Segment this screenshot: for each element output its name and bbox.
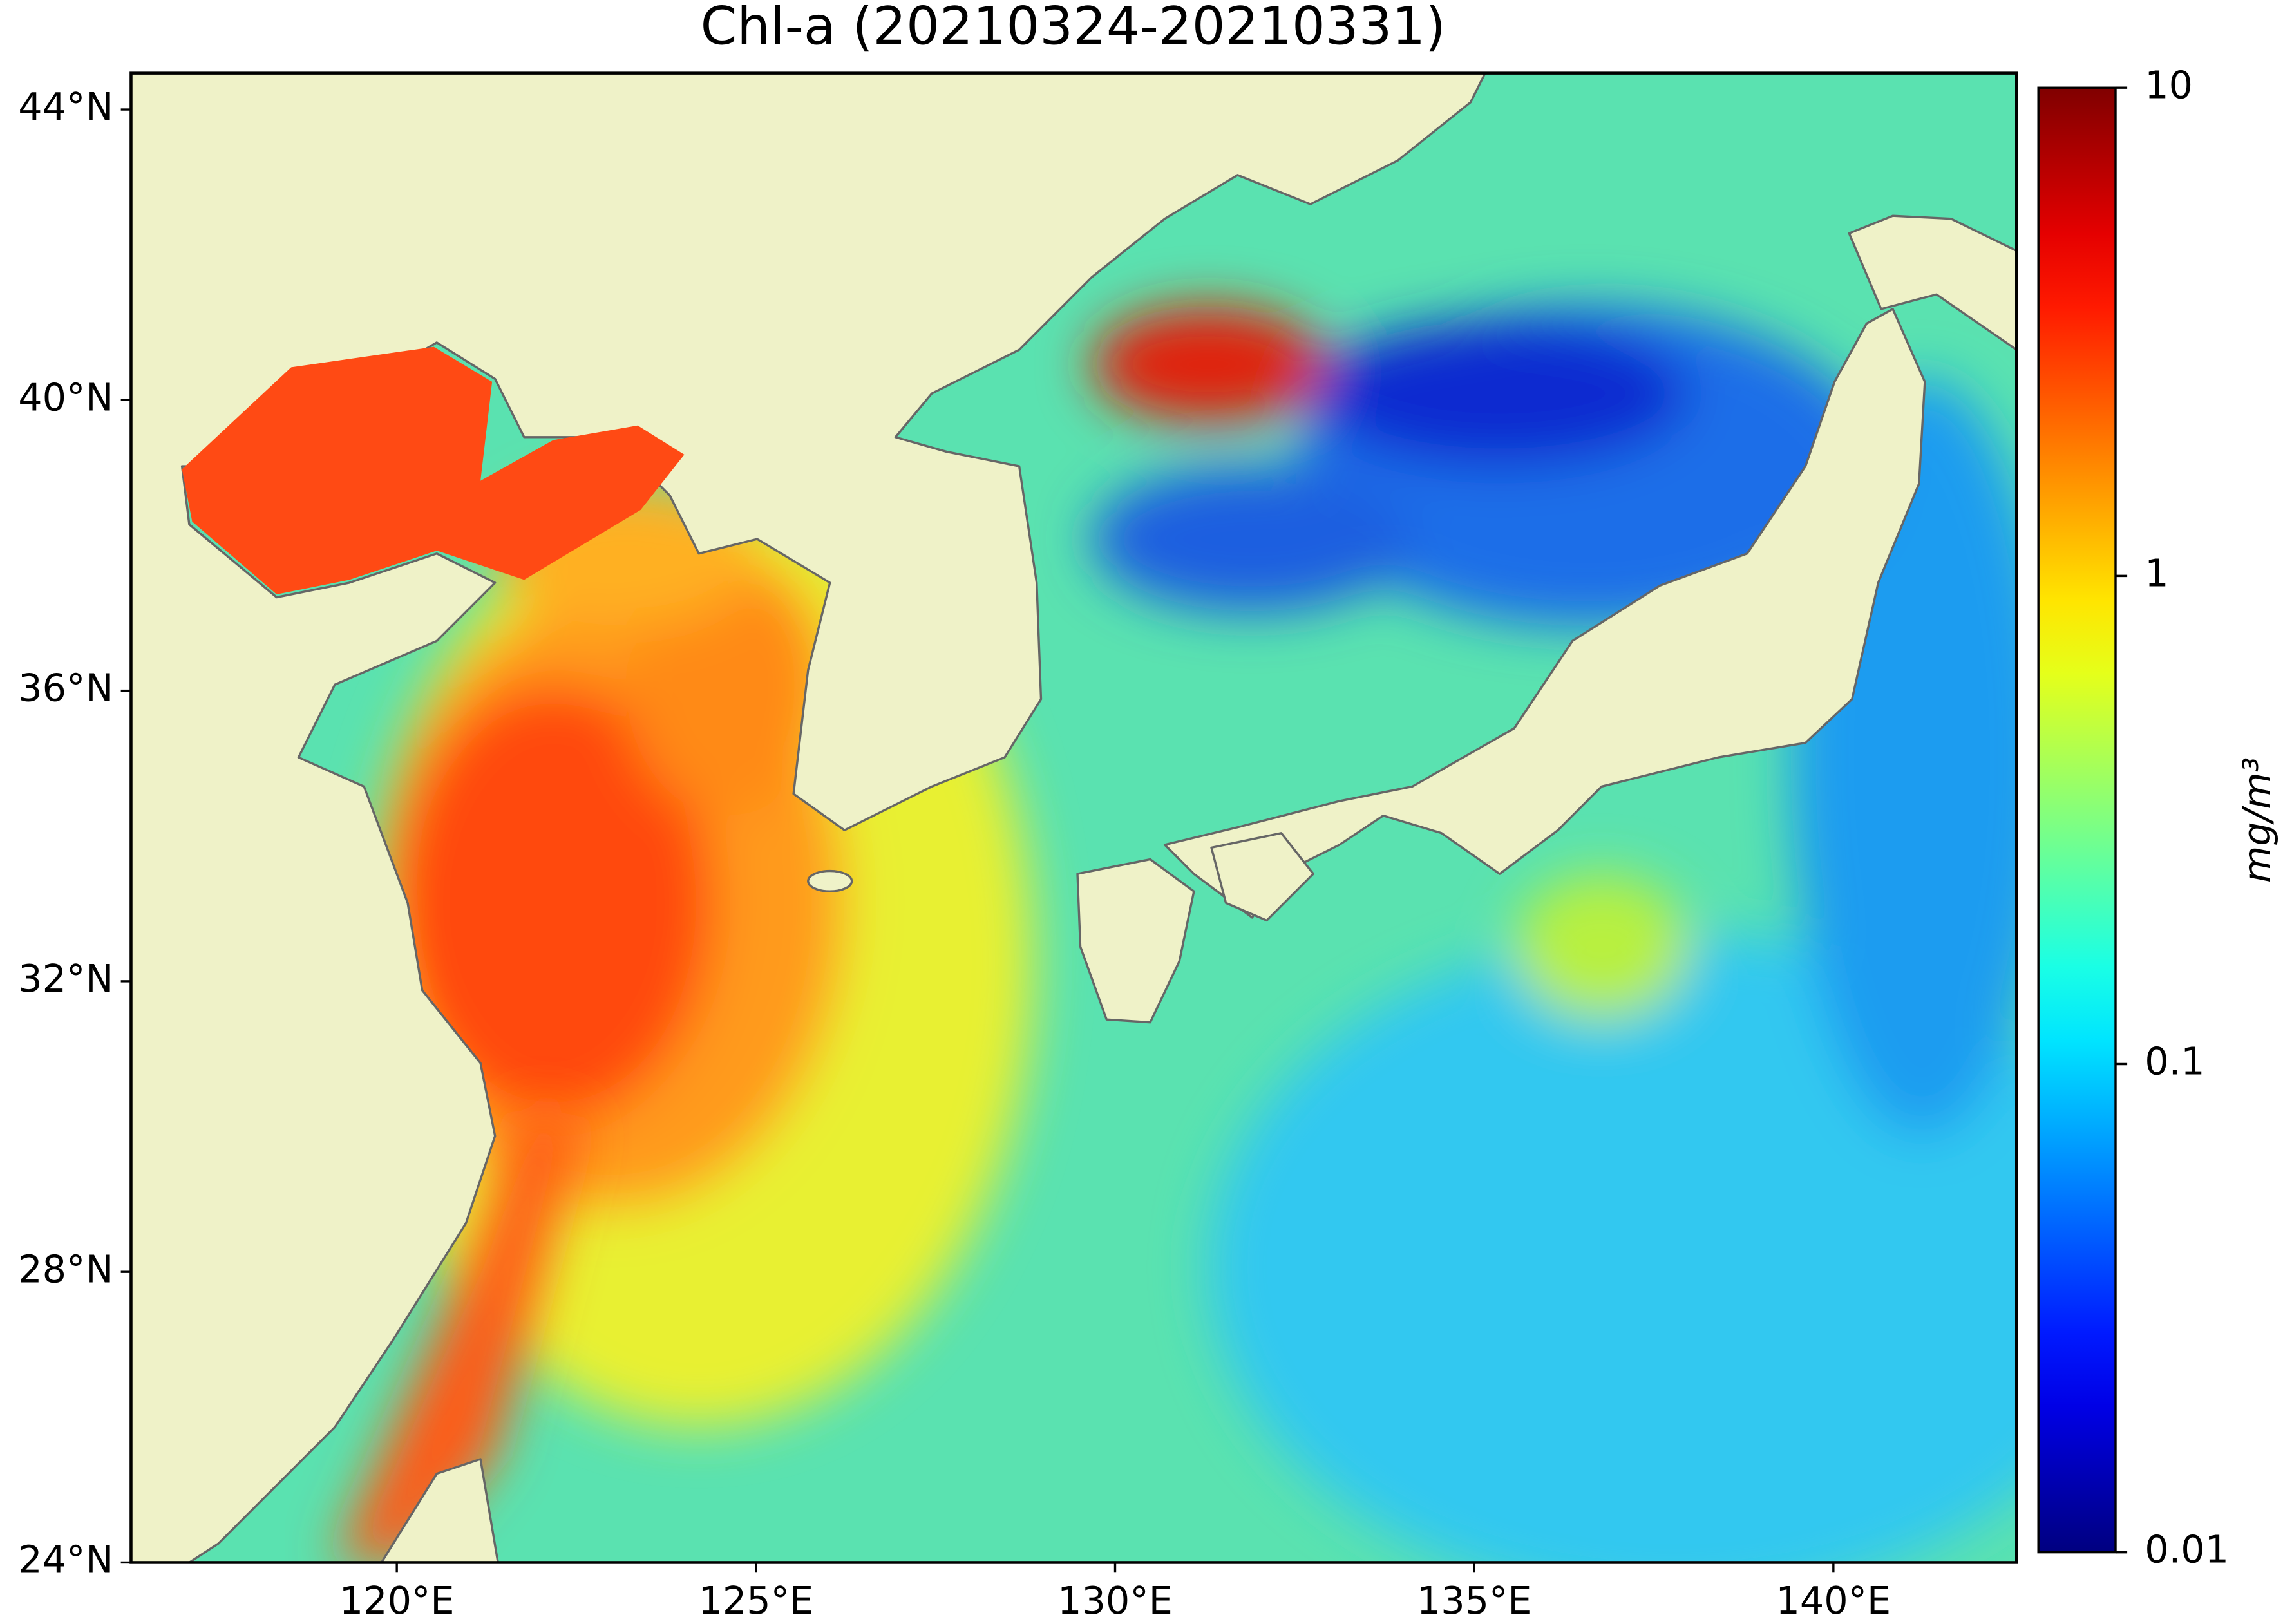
colorbar-tick-label: 0.1	[2145, 1039, 2204, 1084]
y-tick-label: 32°N	[18, 956, 113, 1001]
y-tick-label: 36°N	[18, 666, 113, 710]
colorbar-tick-label: 10	[2145, 62, 2193, 107]
kyushu	[1076, 858, 1195, 1024]
colorbar-label: mg/m³	[2235, 757, 2279, 883]
y-tick-label: 40°N	[18, 375, 113, 419]
jeju	[807, 869, 853, 892]
map-area	[131, 73, 2017, 1563]
colorbar	[2037, 86, 2117, 1554]
colorbar-tick-label: 0.01	[2145, 1527, 2229, 1572]
y-tick-label: 24°N	[18, 1538, 113, 1582]
shikoku	[1210, 832, 1314, 922]
taiwan	[380, 1458, 499, 1563]
colorbar-tick-label: 1	[2145, 551, 2168, 595]
y-tick-label: 28°N	[18, 1247, 113, 1291]
x-tick-label: 125°E	[698, 1578, 813, 1623]
mainland	[131, 73, 1486, 1563]
bohai-sea	[182, 346, 685, 595]
x-tick-label: 120°E	[339, 1578, 455, 1623]
x-tick-label: 130°E	[1057, 1578, 1173, 1623]
hokkaido	[1848, 214, 2017, 351]
map-title: Chl-a (20210324-20210331)	[701, 0, 1446, 57]
x-tick-label: 140°E	[1776, 1578, 1891, 1623]
map-frame	[129, 71, 2018, 1564]
x-tick-label: 135°E	[1417, 1578, 1532, 1623]
y-tick-label: 44°N	[18, 84, 113, 129]
